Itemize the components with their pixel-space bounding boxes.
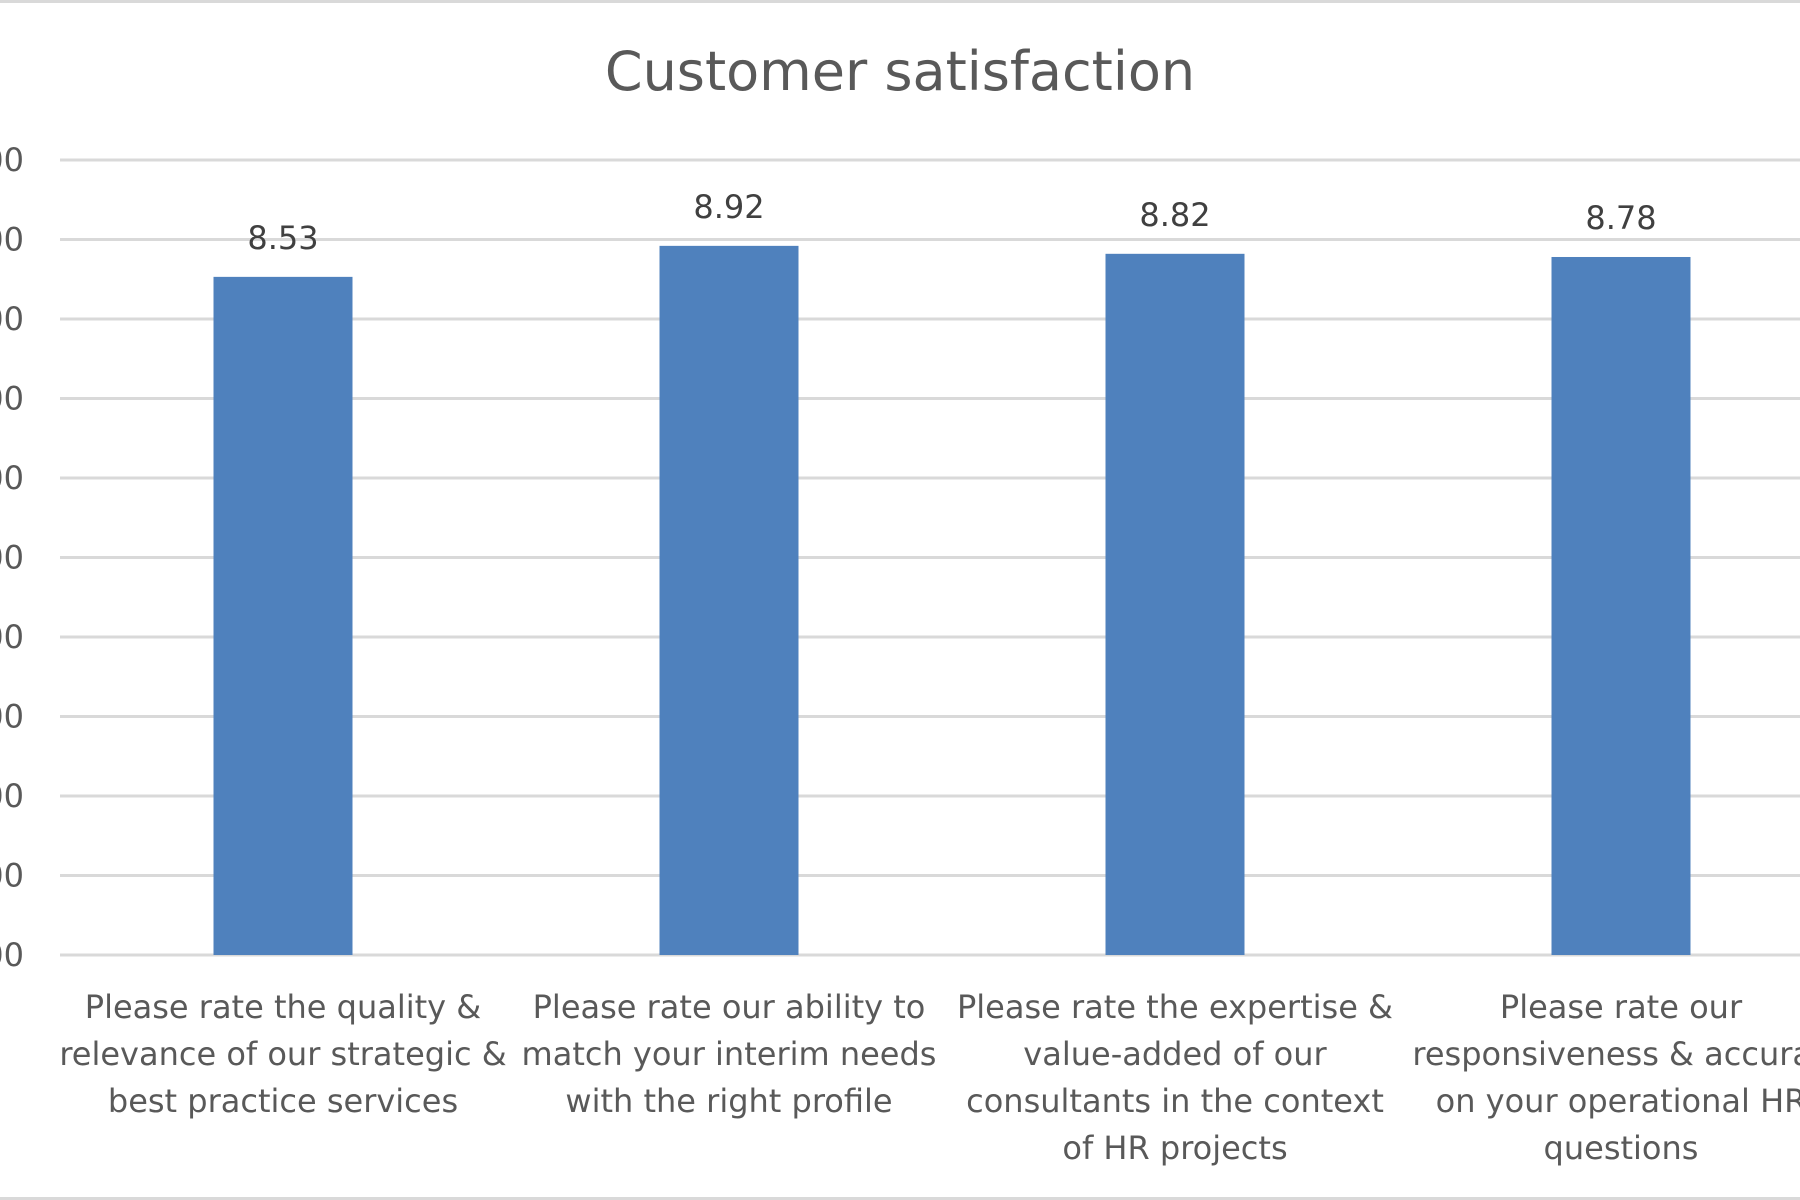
y-tick-label: 00 (0, 221, 24, 259)
category-label-line: with the right profile (565, 1082, 892, 1120)
y-tick-label: 00 (0, 857, 24, 895)
bar (1105, 253, 1245, 955)
gridlines (60, 158, 1800, 957)
category-label: Please rate our ability to match your int… (522, 988, 937, 1120)
category-label-line: on your operational HR (1436, 1082, 1800, 1120)
data-labels: 8.53 8.92 8.82 8.78 (247, 188, 1656, 257)
data-label: 8.92 (693, 188, 764, 226)
category-label-line: consultants in the context (966, 1082, 1384, 1120)
y-axis-ticks: 00 00 00 00 00 00 00 00 00 00 00 (0, 141, 24, 974)
bars (213, 245, 1691, 956)
bar (1551, 256, 1691, 955)
category-label-line: match your interim needs (522, 1035, 937, 1073)
category-label-line: Please rate our (1500, 988, 1743, 1026)
y-tick-label: 00 (0, 777, 24, 815)
category-label: Please rate the quality & relevance of ou… (59, 988, 506, 1120)
bar (659, 245, 799, 956)
y-tick-label: 00 (0, 459, 24, 497)
category-label-line: Please rate our ability to (533, 988, 926, 1026)
category-label-line: value-added of our (1023, 1035, 1327, 1073)
y-tick-label: 00 (0, 698, 24, 736)
y-tick-label: 00 (0, 936, 24, 974)
y-tick-label: 00 (0, 618, 24, 656)
category-label-line: Please rate the quality & (85, 988, 481, 1026)
y-tick-label: 00 (0, 300, 24, 338)
bar (213, 276, 353, 955)
data-label: 8.53 (247, 219, 318, 257)
y-tick-label: 00 (0, 141, 24, 179)
category-label: Please rate our responsiveness & accurac o… (1412, 988, 1800, 1167)
category-label-line: of HR projects (1062, 1129, 1287, 1167)
category-label-line: responsiveness & accurac (1412, 1035, 1800, 1073)
y-tick-label: 00 (0, 539, 24, 577)
data-label: 8.82 (1139, 196, 1210, 234)
chart-title: Customer satisfaction (605, 40, 1195, 103)
data-label: 8.78 (1585, 199, 1656, 237)
category-label: Please rate the expertise & value-added o… (957, 988, 1393, 1167)
category-label-line: best practice services (108, 1082, 458, 1120)
category-labels: Please rate the quality & relevance of ou… (59, 988, 1800, 1167)
y-tick-label: 00 (0, 380, 24, 418)
category-label-line: Please rate the expertise & (957, 988, 1393, 1026)
category-label-line: questions (1544, 1129, 1699, 1167)
category-label-line: relevance of our strategic & (59, 1035, 506, 1073)
